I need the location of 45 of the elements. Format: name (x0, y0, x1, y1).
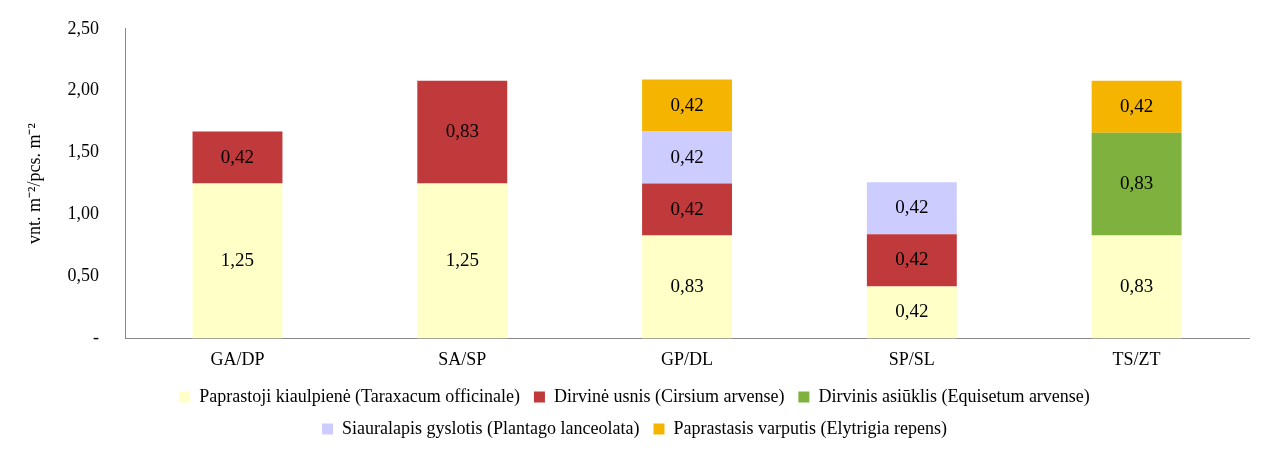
data-label: 1,25 (445, 248, 479, 270)
data-label: 1,25 (220, 248, 255, 270)
data-label: 0,42 (670, 93, 704, 115)
data-label: 0,42 (895, 196, 929, 218)
bar (866, 182, 957, 235)
bar (642, 183, 733, 236)
y-tick-label: 1,50 (67, 141, 100, 162)
legend-label: Dirvinis asiūklis (Equisetum arvense) (818, 385, 1090, 407)
bar (192, 131, 283, 184)
legend-label: Paprastoji kiaulpienė (Taraxacum officinale) (199, 385, 520, 407)
data-label: 0,83 (445, 120, 479, 142)
bar (1091, 80, 1182, 133)
bar (642, 235, 733, 339)
data-label: 0,42 (1119, 94, 1154, 116)
x-tick-label: TS/ZT (1112, 348, 1161, 369)
bar (1091, 235, 1182, 339)
bar (417, 183, 508, 339)
y-tick-label: 2,00 (67, 79, 100, 100)
legend-label: Paprastasis varputis (Elytrigia repens) (673, 417, 947, 439)
data-label: 0,42 (670, 145, 704, 167)
x-tick-label: GP/DL (661, 348, 714, 369)
bar (642, 79, 733, 132)
y-tick-label: - (93, 327, 100, 348)
data-label: 0,83 (1119, 274, 1154, 296)
data-label: 0,42 (895, 300, 929, 322)
bar (866, 286, 957, 339)
x-tick-label: GA/DP (210, 348, 265, 369)
data-label: 0,42 (895, 248, 929, 270)
legend-label: Siauralapis gyslotis (Plantago lanceolata) (342, 417, 640, 439)
data-label: 0,42 (220, 145, 255, 167)
x-tick-label: SA/SP (438, 348, 487, 369)
data-label: 0,83 (1119, 172, 1154, 194)
bar (417, 80, 508, 184)
y-tick-label: 0,50 (67, 265, 100, 286)
bar (1091, 132, 1182, 236)
y-tick-label: 2,50 (67, 17, 100, 38)
y-axis-title: vnt. m⁻²/pcs. m⁻² (23, 123, 44, 244)
data-label: 0,83 (670, 274, 704, 296)
data-label: 0,42 (670, 197, 704, 219)
bar (642, 131, 733, 184)
bar (192, 183, 283, 339)
bar (866, 234, 957, 287)
y-tick-label: 1,00 (67, 203, 100, 224)
legend-label: Dirvinė usnis (Cirsium arvense) (553, 385, 785, 407)
x-tick-label: SP/SL (888, 348, 935, 369)
